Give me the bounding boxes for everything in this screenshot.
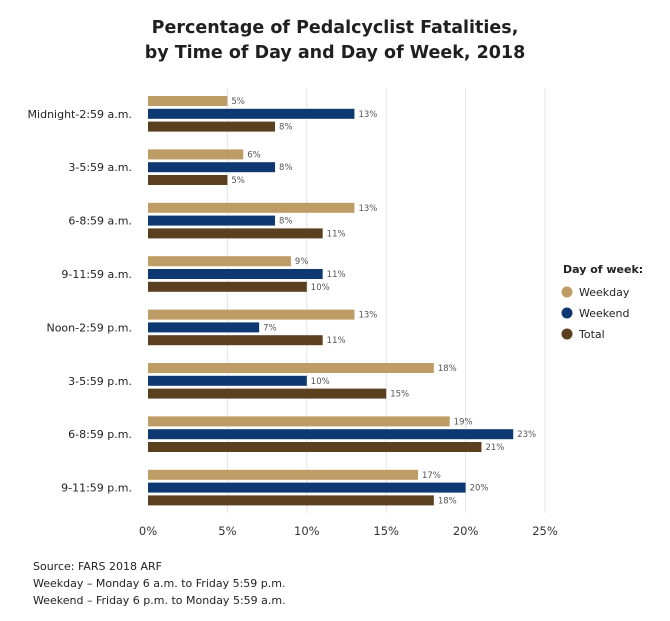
category-label: 3-5:59 p.m. <box>68 375 132 388</box>
x-tick-label: 5% <box>218 524 236 538</box>
data-label: 11% <box>327 229 346 239</box>
x-tick-label: 25% <box>532 524 558 538</box>
bar-weekday <box>148 469 418 480</box>
chart-title-line-1: Percentage of Pedalcyclist Fatalities, <box>151 18 519 38</box>
category-label: 9-11:59 a.m. <box>61 268 132 281</box>
data-label: 19% <box>454 417 473 427</box>
data-label: 9% <box>295 257 309 267</box>
bar-weekend <box>148 215 276 226</box>
source-line: Source: FARS 2018 ARF <box>33 560 162 573</box>
data-label: 8% <box>279 217 293 227</box>
bar-weekend <box>148 429 514 440</box>
legend-label-weekend: Weekend <box>579 307 629 320</box>
data-label: 18% <box>438 364 457 374</box>
data-label: 20% <box>470 484 489 494</box>
bar-weekday <box>148 256 291 267</box>
category-label: Noon-2:59 p.m. <box>46 321 132 334</box>
bar-total <box>148 175 228 185</box>
chart-title-line-2: by Time of Day and Day of Week, 2018 <box>144 43 526 63</box>
data-label: 21% <box>485 443 504 453</box>
bar-total <box>148 388 387 399</box>
legend-label-total: Total <box>578 328 605 341</box>
bar-weekday <box>148 416 450 427</box>
data-label: 5% <box>231 97 245 107</box>
data-label: 6% <box>247 150 261 160</box>
data-label: 10% <box>311 377 330 387</box>
category-label: 6-8:59 p.m. <box>68 428 132 441</box>
x-tick-label: 10% <box>294 524 320 538</box>
bar-total <box>148 335 323 346</box>
x-tick-label: 20% <box>453 524 479 538</box>
chart-title: Percentage of Pedalcyclist Fatalities, b… <box>0 16 670 66</box>
data-label: 13% <box>358 204 377 214</box>
data-label: 5% <box>231 176 245 186</box>
bar-weekday <box>148 149 244 160</box>
bar-total <box>148 121 276 132</box>
legend-label-weekday: Weekday <box>579 286 630 299</box>
data-label: 10% <box>311 283 330 293</box>
source-notes: Source: FARS 2018 ARF Weekday – Monday 6… <box>33 558 286 609</box>
data-label: 23% <box>517 430 536 440</box>
legend-marker-weekend <box>561 307 573 319</box>
data-label: 18% <box>438 496 457 506</box>
data-label: 8% <box>279 163 293 173</box>
data-label: 13% <box>358 311 377 321</box>
bar-total <box>148 281 307 292</box>
legend-title: Day of week: <box>563 263 643 276</box>
weekend-definition: Weekend – Friday 6 p.m. to Monday 5:59 a… <box>33 594 286 607</box>
bar-weekend <box>148 162 276 173</box>
category-label: 6-8:59 a.m. <box>68 215 132 228</box>
legend-marker-weekday <box>561 286 573 298</box>
bar-weekend <box>148 108 355 119</box>
legend-marker-total <box>561 328 573 340</box>
data-label: 11% <box>327 270 346 280</box>
bar-weekday <box>148 96 228 106</box>
bar-total <box>148 442 482 452</box>
bar-weekday <box>148 309 355 320</box>
x-tick-label: 0% <box>139 524 157 538</box>
data-label: 8% <box>279 123 293 133</box>
bar-total <box>148 228 323 239</box>
bar-total <box>148 495 434 506</box>
category-label: Midnight-2:59 a.m. <box>28 108 132 121</box>
data-label: 11% <box>327 336 346 346</box>
bar-weekday <box>148 202 355 213</box>
bar-weekend <box>148 269 323 279</box>
weekday-definition: Weekday – Monday 6 a.m. to Friday 5:59 p… <box>33 577 286 590</box>
category-label: 9-11:59 p.m. <box>61 482 132 495</box>
bar-weekday <box>148 363 434 373</box>
data-label: 7% <box>263 323 277 333</box>
bar-weekend <box>148 482 466 493</box>
category-label: 3-5:59 a.m. <box>68 161 132 174</box>
x-tick-label: 15% <box>373 524 399 538</box>
data-label: 13% <box>358 110 377 120</box>
data-label: 17% <box>422 471 441 481</box>
bar-weekend <box>148 375 307 386</box>
data-label: 15% <box>390 390 409 400</box>
bar-weekend <box>148 322 260 333</box>
